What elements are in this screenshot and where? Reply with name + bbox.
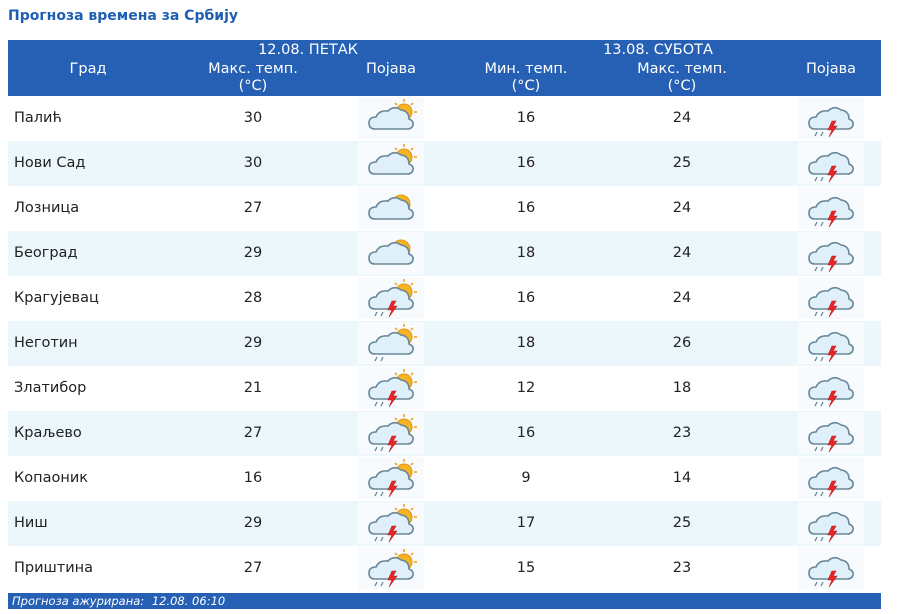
day1-max-temp: 27 [243,425,263,441]
day2-max-temp: 25 [672,155,692,171]
city-name: Палић [14,110,62,126]
day2-max-temp: 26 [672,335,692,351]
thunderstorm-icon [798,322,864,364]
day2-min-temp: 16 [516,200,536,216]
sun-cloud-icon [358,142,424,184]
day2-max-temp: 24 [672,245,692,261]
day1-max-temp: 29 [243,245,263,261]
header-day2: 13.08. СУБОТА [603,42,713,58]
day2-min-temp: 16 [516,110,536,126]
header-day1: 12.08. ПЕТАК [258,42,358,58]
day1-max-temp: 30 [243,155,263,171]
header-d2-max: Макс. темп. [637,61,727,77]
sun-thunderstorm-icon [358,457,424,499]
table-row: Палић 30 16 24 [8,96,881,141]
sun-thunderstorm-icon [358,547,424,589]
day1-max-temp: 21 [243,380,263,396]
table-row: Крагујевац 28 16 24 [8,276,881,321]
table-row: Ниш 29 17 25 [8,501,881,546]
day2-min-temp: 15 [516,560,536,576]
header-d2-phen: Појава [805,61,857,77]
thunderstorm-icon [798,97,864,139]
day2-min-temp: 16 [516,290,536,306]
thunderstorm-icon [798,187,864,229]
day1-max-temp: 29 [243,515,263,531]
day2-min-temp: 18 [516,245,536,261]
city-name: Лозница [14,200,80,216]
day2-max-temp: 14 [672,470,692,486]
header-d1-max: Макс. темп. [208,61,298,77]
day2-min-temp: 16 [516,155,536,171]
header-d2-min: Мин. темп. [484,61,568,77]
city-name: Краљево [14,425,82,441]
forecast-table: Град 12.08. ПЕТАК Макс. темп. (°C) Појав… [8,40,881,591]
city-name: Копаоник [14,470,89,486]
day2-max-temp: 18 [672,380,692,396]
city-name: Београд [14,245,78,261]
header-d2-min-unit: (°C) [511,78,541,94]
sun-cloud-rain-icon [358,322,424,364]
day2-min-temp: 9 [521,470,531,486]
day2-max-temp: 24 [672,290,692,306]
sun-thunderstorm-icon [358,277,424,319]
sun-cloud-icon [358,97,424,139]
day2-max-temp: 23 [672,560,692,576]
table-row: Нови Сад 30 16 25 [8,141,881,186]
city-name: Крагујевац [14,290,99,306]
day1-max-temp: 29 [243,335,263,351]
day1-max-temp: 27 [243,200,263,216]
header-d1-phen: Појава [365,61,417,77]
thunderstorm-icon [798,367,864,409]
table-row: Копаоник 16 9 14 [8,456,881,501]
thunderstorm-icon [798,142,864,184]
footer-updated: Прогноза ажурирана: 12.08. 06:10 [8,593,881,609]
day2-max-temp: 24 [672,200,692,216]
day2-min-temp: 16 [516,425,536,441]
day2-min-temp: 17 [516,515,536,531]
sun-thunderstorm-icon [358,502,424,544]
page-title: Прогноза времена за Србију [8,8,238,24]
day1-max-temp: 28 [243,290,263,306]
table-body: Палић 30 16 24 Нови Сад 30 16 25 Лозница 27 16 24 Бе… [8,96,881,591]
table-row: Београд 29 18 24 [8,231,881,276]
table-header: Град 12.08. ПЕТАК Макс. темп. (°C) Појав… [8,40,881,96]
header-city: Град [69,61,107,77]
footer-label: Прогноза ажурирана: [12,594,145,608]
city-name: Ниш [14,515,48,531]
day1-max-temp: 30 [243,110,263,126]
thunderstorm-icon [798,502,864,544]
cloud-sun-icon [358,232,424,274]
day2-max-temp: 24 [672,110,692,126]
city-name: Нови Сад [14,155,86,171]
thunderstorm-icon [798,547,864,589]
day1-max-temp: 27 [243,560,263,576]
thunderstorm-icon [798,277,864,319]
table-row: Неготин 29 18 26 [8,321,881,366]
table-row: Златибор 21 12 18 [8,366,881,411]
cloud-sun-icon [358,187,424,229]
thunderstorm-icon [798,457,864,499]
sun-thunderstorm-icon [358,367,424,409]
thunderstorm-icon [798,232,864,274]
day2-min-temp: 18 [516,335,536,351]
day2-min-temp: 12 [516,380,536,396]
table-row: Краљево 27 16 23 [8,411,881,456]
header-d1-max-unit: (°C) [238,78,268,94]
city-name: Приштина [14,560,94,576]
city-name: Златибор [14,380,87,396]
table-row: Приштина 27 15 23 [8,546,881,591]
day2-max-temp: 23 [672,425,692,441]
header-d2-max-unit: (°C) [667,78,697,94]
day2-max-temp: 25 [672,515,692,531]
day1-max-temp: 16 [243,470,263,486]
thunderstorm-icon [798,412,864,454]
footer-value: 12.08. 06:10 [151,594,226,608]
city-name: Неготин [14,335,78,351]
table-row: Лозница 27 16 24 [8,186,881,231]
sun-thunderstorm-icon [358,412,424,454]
